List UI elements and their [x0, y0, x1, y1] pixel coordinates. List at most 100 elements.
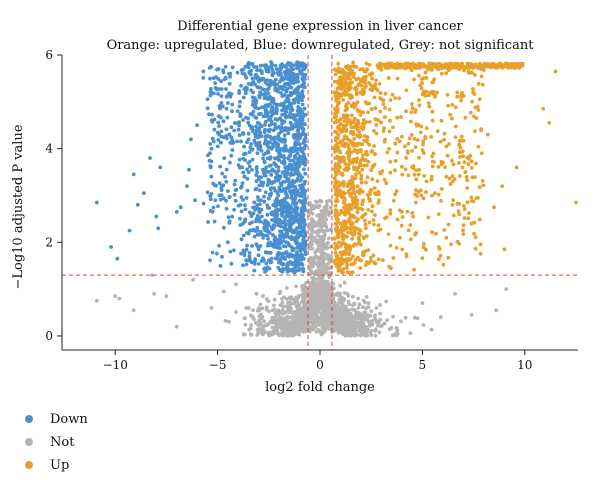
data-point-up: [360, 200, 365, 204]
data-point-up: [414, 168, 418, 173]
data-point-down: [264, 165, 269, 170]
data-point-not: [296, 313, 301, 318]
data-point-up: [437, 245, 441, 250]
data-point-down: [269, 114, 273, 119]
data-point-not: [421, 323, 426, 327]
data-point-down: [300, 160, 305, 165]
data-point-down: [255, 170, 259, 175]
data-point-not: [278, 323, 283, 328]
data-point-not: [331, 306, 336, 311]
data-point-not: [342, 280, 347, 285]
data-point-up: [343, 212, 347, 217]
data-point-down: [289, 222, 294, 227]
data-point-down: [290, 248, 295, 253]
data-point-not: [327, 305, 332, 310]
data-point-up: [459, 134, 464, 139]
data-point-not: [469, 313, 474, 317]
data-point-down: [257, 210, 262, 215]
data-point-up: [395, 137, 400, 141]
data-point-down: [217, 193, 222, 198]
data-point-down: [267, 164, 272, 168]
data-point-up: [343, 191, 347, 196]
data-point-not: [312, 276, 316, 280]
data-point-up: [373, 106, 378, 111]
data-point-up: [389, 61, 394, 66]
data-point-up: [414, 188, 418, 192]
data-point-up: [333, 72, 338, 77]
data-point-down: [293, 265, 297, 270]
data-point-down: [243, 158, 247, 163]
data-point-not: [324, 320, 329, 324]
data-point-down: [249, 142, 253, 146]
data-point-down: [273, 209, 278, 214]
data-point-down: [275, 108, 279, 113]
data-point-up: [381, 102, 386, 106]
data-point-up: [419, 86, 424, 91]
data-point-up: [353, 85, 358, 90]
data-point-up: [344, 65, 348, 69]
data-point-up: [457, 174, 462, 178]
data-point-up: [355, 100, 360, 104]
data-point-up: [364, 120, 369, 124]
data-point-down: [245, 188, 250, 193]
data-point-not: [378, 303, 382, 307]
data-point-down: [296, 253, 301, 257]
data-point-not: [356, 305, 361, 310]
data-point-not: [270, 325, 275, 330]
data-point-not: [311, 311, 316, 316]
data-point-up: [338, 127, 343, 132]
data-point-up: [467, 211, 471, 215]
data-point-up: [448, 63, 453, 67]
data-point-not: [361, 298, 366, 303]
data-point-up: [469, 221, 474, 226]
data-point-not: [313, 286, 317, 291]
data-point-up: [469, 166, 474, 170]
data-point-up: [361, 153, 365, 158]
data-point-up: [333, 221, 338, 226]
data-point-not: [303, 318, 308, 323]
data-point-up: [333, 162, 338, 166]
data-point-down: [294, 148, 299, 153]
data-point-down: [206, 220, 211, 224]
data-point-not: [321, 257, 326, 262]
data-point-down: [229, 261, 234, 266]
data-point-up: [409, 110, 414, 115]
data-point-down: [259, 69, 264, 74]
data-point-up: [342, 198, 347, 202]
data-point-not: [358, 329, 363, 334]
data-point-not: [322, 316, 327, 321]
data-point-not: [307, 320, 311, 325]
data-point-up: [408, 119, 413, 124]
data-point-down: [232, 182, 237, 187]
data-point-not: [370, 319, 374, 323]
data-point-up: [378, 91, 383, 95]
data-point-up: [418, 130, 423, 135]
data-point-up: [426, 93, 431, 98]
data-point-down: [262, 96, 267, 101]
data-point-not: [312, 235, 317, 240]
data-point-not: [310, 304, 315, 309]
data-point-up: [364, 226, 368, 231]
data-point-up: [444, 235, 449, 240]
data-point-up: [420, 148, 425, 153]
data-point-not: [317, 255, 321, 260]
data-point-down: [279, 91, 283, 95]
data-point-not: [369, 309, 374, 314]
data-point-up: [439, 118, 444, 123]
data-point-down: [142, 191, 146, 196]
data-point-not: [257, 318, 262, 323]
data-point-down: [249, 213, 254, 217]
data-point-down: [225, 115, 230, 120]
data-point-not: [294, 317, 298, 321]
data-point-down: [285, 95, 289, 99]
data-point-up: [333, 241, 338, 246]
data-point-down: [300, 175, 304, 180]
data-point-up: [450, 174, 455, 179]
data-point-up: [410, 211, 415, 215]
data-point-not: [309, 316, 313, 321]
data-point-up: [476, 196, 480, 200]
data-point-not: [326, 253, 331, 258]
data-point-not: [351, 294, 355, 299]
data-point-not: [150, 273, 155, 277]
data-point-not: [255, 327, 260, 332]
